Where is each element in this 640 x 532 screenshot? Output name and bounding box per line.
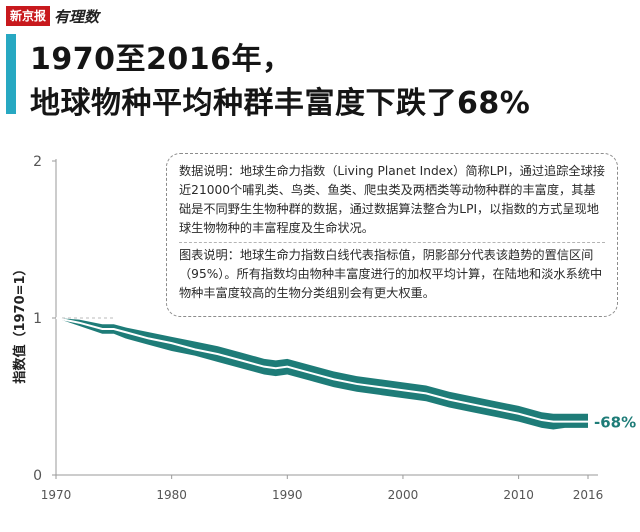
x-tick-label: 2016 [573, 488, 604, 502]
x-tick-label: 2000 [388, 488, 419, 502]
y-tick-label: 1 [33, 311, 42, 327]
title-accent-bar [6, 34, 16, 114]
notes-divider [179, 242, 605, 243]
end-change-label: -68% [594, 414, 636, 432]
notes-box: 数据说明：地球生命力指数（Living Planet Index）简称LPI，通… [166, 153, 618, 317]
x-tick-label: 1980 [156, 488, 187, 502]
lpi-index-line [55, 317, 588, 423]
data-note: 数据说明：地球生命力指数（Living Planet Index）简称LPI，通… [179, 164, 605, 235]
y-axis-label: 指数值（1970=1） [12, 262, 28, 383]
y-tick-label: 2 [33, 154, 42, 170]
brand: 新京报 有理数 [6, 4, 99, 28]
column-logo: 有理数 [54, 7, 100, 26]
x-tick-label: 1970 [41, 488, 72, 502]
publisher-logo: 新京报 [6, 6, 51, 26]
x-tick-label: 1990 [272, 488, 303, 502]
page-title-line-1: 1970至2016年， [30, 42, 293, 77]
y-tick-label: 0 [33, 468, 42, 484]
x-tick-label: 2010 [503, 488, 534, 502]
chart-note: 图表说明：地球生命力指数白线代表指标值，阴影部分代表该趋势的置信区间（95%）。… [179, 248, 603, 300]
page-title-line-2: 地球物种平均种群丰富度下跌了68% [30, 86, 531, 121]
